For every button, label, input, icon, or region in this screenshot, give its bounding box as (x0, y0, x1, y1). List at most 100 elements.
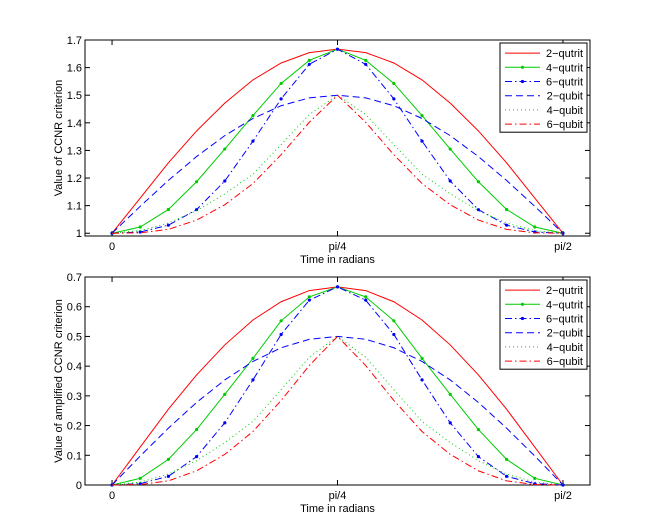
data-point-6−qutrit (138, 230, 142, 234)
x-tick-label: pi/4 (329, 490, 347, 502)
data-point-6−qutrit (448, 179, 452, 183)
data-point-6−qutrit (279, 332, 283, 337)
data-point-4−qutrit (138, 476, 142, 480)
data-point-6−qutrit (448, 421, 452, 425)
data-point-6−qutrit (335, 47, 340, 51)
data-point-4−qutrit (223, 392, 227, 396)
y-tick-label: 0.5 (67, 331, 82, 343)
data-point-4−qutrit (166, 457, 170, 461)
legend-marker-4−qutrit (520, 302, 525, 306)
data-point-4−qutrit (448, 147, 452, 151)
data-point-4−qutrit (307, 295, 311, 299)
legend: 2−qutrit 4−qutrit 6−qutrit 2−qubit 4−qubit 6−… (499, 42, 588, 133)
y-tick-label: 1 (76, 228, 82, 240)
y-axis-label: Value of amplified CCNR criterion (53, 299, 65, 463)
data-point-4−qutrit (251, 356, 255, 360)
y-tick-label: 1.7 (67, 35, 82, 47)
data-point-4−qutrit (504, 457, 509, 461)
y-tick-label: 1.6 (67, 63, 82, 75)
y-tick-label: 1.2 (67, 173, 82, 185)
data-point-6−qutrit (420, 378, 424, 382)
data-point-6−qutrit (251, 139, 255, 143)
y-tick-label: 1.4 (67, 118, 82, 130)
legend-label: 6−qutrit (546, 77, 583, 89)
data-point-6−qutrit (504, 474, 509, 478)
chart-panel-1: 1 1.1 1.2 1.3 1.4 1.5 1.6 1.7 0 pi/4 pi/2 Time in r… (53, 35, 591, 266)
series-line-6−qubit (112, 335, 563, 486)
data-point-4−qutrit (533, 476, 537, 480)
y-tick-label: 1.1 (67, 201, 82, 213)
data-point-6−qutrit (335, 285, 340, 289)
data-point-4−qutrit (533, 225, 537, 229)
data-point-6−qutrit (392, 332, 396, 337)
data-point-6−qutrit (364, 298, 368, 302)
data-point-4−qutrit (307, 58, 311, 62)
legend-box (499, 279, 588, 370)
legend-label: 2−qutrit (546, 285, 583, 297)
data-point-6−qutrit (476, 208, 481, 212)
legend-label: 4−qubit (547, 105, 583, 117)
y-axis-label: Value of CCNR criterion (53, 80, 65, 197)
data-point-4−qutrit (364, 295, 368, 299)
x-tick-label: pi/2 (554, 241, 572, 253)
data-point-4−qutrit (392, 319, 396, 323)
data-point-4−qutrit (279, 319, 283, 323)
data-point-4−qutrit (194, 180, 199, 184)
data-point-4−qutrit (392, 81, 396, 86)
legend-box (499, 42, 588, 133)
data-point-6−qutrit (223, 421, 227, 425)
data-point-6−qutrit (194, 208, 199, 212)
y-tick-label: 0 (76, 480, 82, 492)
data-point-4−qutrit (251, 113, 255, 118)
y-tick-label: 0.7 (67, 272, 82, 284)
legend-marker-6−qutrit (520, 316, 525, 321)
data-point-6−qutrit (138, 482, 142, 486)
legend-marker-4−qutrit (520, 65, 525, 69)
data-point-4−qutrit (476, 427, 481, 432)
legend-marker-6−qutrit (520, 79, 525, 84)
series-line-6−qubit (112, 94, 563, 234)
y-tick-label: 0.6 (67, 302, 82, 314)
data-point-6−qutrit (279, 97, 283, 101)
data-point-6−qutrit (307, 62, 311, 66)
y-tick-label: 0.3 (67, 391, 82, 403)
data-point-6−qutrit (251, 378, 255, 382)
data-point-6−qutrit (364, 62, 368, 66)
data-point-6−qutrit (166, 474, 170, 478)
data-point-4−qutrit (504, 207, 509, 212)
data-point-4−qutrit (194, 427, 199, 432)
legend: 2−qutrit 4−qutrit 6−qutrit 2−qubit 4−qubit 6−… (499, 279, 588, 370)
series-line-2−qubit (111, 335, 564, 486)
legend-label: 4−qutrit (546, 62, 583, 74)
data-point-4−qutrit (166, 207, 170, 212)
legend-label: 4−qutrit (546, 299, 583, 311)
data-point-4−qutrit (476, 180, 481, 184)
data-point-6−qutrit (420, 139, 424, 143)
legend-label: 6−qutrit (546, 314, 583, 326)
y-tick-label: 0.2 (67, 421, 82, 433)
x-axis-label: Time in radians (300, 254, 375, 266)
y-tick-label: 0.4 (67, 361, 82, 373)
legend-label: 6−qubit (547, 356, 583, 368)
data-point-6−qutrit (307, 298, 311, 302)
data-point-6−qutrit (392, 97, 396, 101)
data-point-4−qutrit (279, 81, 283, 86)
data-point-4−qutrit (138, 225, 142, 229)
x-tick-label: 0 (109, 490, 115, 502)
x-tick-label: 0 (109, 241, 115, 253)
data-point-6−qutrit (194, 455, 199, 459)
data-point-4−qutrit (420, 356, 424, 360)
data-point-4−qutrit (223, 147, 227, 151)
data-point-4−qutrit (364, 58, 368, 62)
legend-label: 4−qubit (547, 342, 583, 354)
legend-label: 2−qubit (547, 328, 583, 340)
data-point-6−qutrit (166, 223, 170, 227)
x-tick-label: pi/2 (554, 490, 572, 502)
chart-panel-2: 0 0.1 0.2 0.3 0.4 0.5 0.6 0.7 0 pi/4 pi/2 Time in r… (53, 272, 591, 515)
data-point-6−qutrit (223, 179, 227, 183)
data-point-6−qutrit (476, 455, 481, 459)
data-point-6−qutrit (504, 223, 509, 227)
y-tick-label: 1.3 (67, 145, 82, 157)
y-tick-label: 0.1 (67, 450, 82, 462)
